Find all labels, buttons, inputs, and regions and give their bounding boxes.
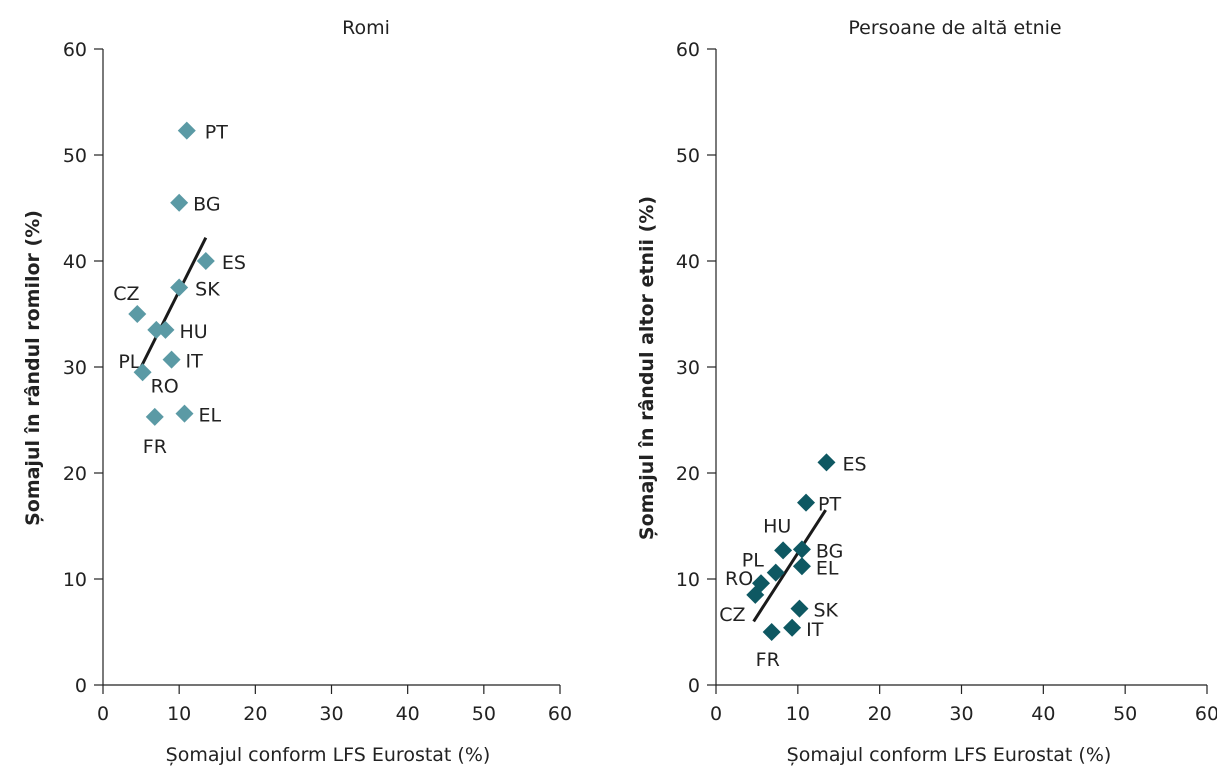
x-ticks: 0 10 20 30 40 50 60 (97, 685, 572, 725)
data-point-pt (797, 493, 816, 512)
point-label-ro: RO (725, 568, 753, 590)
x-axis-label: Șomajul conform LFS Eurostat (%) (787, 744, 1112, 766)
point-label-el: EL (816, 557, 839, 579)
y-ticks: 0 10 20 30 40 50 60 (676, 39, 716, 697)
trendline-segment (139, 237, 208, 368)
axes (715, 49, 1207, 686)
data-point-hu (774, 541, 793, 560)
data-point-cz (746, 585, 765, 604)
x-tick-label: 10 (167, 703, 191, 725)
data-point-fr (762, 623, 781, 641)
y-tick-label: 20 (676, 463, 700, 485)
y-tick-label: 10 (676, 569, 700, 591)
data-point-sk (170, 278, 189, 297)
trendline-segment (752, 509, 827, 623)
data-point-pl (147, 320, 166, 339)
y-ticks: 0 10 20 30 40 50 60 (63, 39, 103, 697)
chart-title: Romi (342, 17, 390, 39)
x-tick-label: 20 (243, 703, 267, 725)
x-tick-label: 50 (1113, 703, 1137, 725)
y-tick-label: 60 (63, 39, 87, 61)
trendline (752, 509, 827, 623)
x-tick-label: 40 (1031, 703, 1055, 725)
point-label-pl: PL (742, 550, 764, 572)
x-tick-label: 50 (472, 703, 496, 725)
chart-panel-romi: Romi Șomajul în rândul romilor (%) Șomaj… (22, 17, 572, 766)
point-label-es: ES (842, 453, 866, 475)
y-tick-label: 30 (63, 357, 87, 379)
point-label-es: ES (222, 252, 246, 274)
x-tick-label: 10 (786, 703, 810, 725)
point-label-cz: CZ (719, 604, 745, 626)
x-tick-label: 30 (949, 703, 973, 725)
point-label-pt: PT (205, 122, 228, 144)
x-tick-label: 0 (97, 703, 109, 725)
point-label-pl: PL (118, 351, 140, 373)
x-tick-label: 0 (710, 703, 722, 725)
data-point-el (175, 404, 194, 423)
x-tick-label: 60 (1195, 703, 1217, 725)
y-tick-label: 0 (688, 675, 700, 697)
y-axis-label: Șomajul în rândul altor etnii (%) (636, 196, 658, 540)
data-point-fr (145, 407, 164, 426)
data-point-it (783, 618, 802, 637)
data-point-hu (156, 320, 175, 339)
y-tick-label: 60 (676, 39, 700, 61)
x-tick-label: 30 (319, 703, 343, 725)
x-axis-label: Șomajul conform LFS Eurostat (%) (166, 744, 491, 766)
y-tick-label: 40 (63, 251, 87, 273)
point-label-ro: RO (151, 375, 179, 397)
point-label-el: EL (198, 405, 221, 427)
x-tick-label: 60 (548, 703, 572, 725)
data-point-it (162, 350, 181, 369)
chart-title: Persoane de altă etnie (848, 17, 1061, 39)
data-point-bg (170, 193, 189, 212)
chart-panel-alta-etnie: Persoane de altă etnie Șomajul în rândul… (636, 17, 1217, 766)
x-tick-label: 40 (396, 703, 420, 725)
y-tick-label: 40 (676, 251, 700, 273)
trendline (139, 237, 208, 368)
point-label-cz: CZ (113, 283, 139, 305)
point-label-it: IT (806, 619, 824, 641)
y-tick-label: 0 (75, 675, 87, 697)
y-tick-label: 30 (676, 357, 700, 379)
data-point-es (196, 252, 215, 270)
point-label-hu: HU (179, 321, 207, 343)
x-ticks: 0 10 20 30 40 50 60 (710, 685, 1217, 725)
x-tick-label: 20 (868, 703, 892, 725)
data-point-es (817, 453, 836, 472)
data-point-pt (177, 121, 196, 140)
point-label-fr: FR (143, 436, 167, 458)
y-tick-label: 10 (63, 569, 87, 591)
point-label-it: IT (186, 351, 204, 373)
point-label-bg: BG (816, 540, 843, 562)
point-label-fr: FR (756, 649, 780, 671)
point-label-sk: SK (195, 279, 220, 301)
point-label-pt: PT (818, 494, 841, 516)
y-tick-label: 20 (63, 463, 87, 485)
data-point-sk (790, 599, 809, 618)
y-tick-label: 50 (63, 145, 87, 167)
data-point-bg (792, 540, 811, 559)
data-point-cz (128, 305, 147, 323)
point-label-sk: SK (813, 600, 838, 622)
data-point-ro (133, 363, 152, 382)
point-label-hu: HU (763, 515, 791, 537)
y-axis-label: Șomajul în rândul romilor (%) (22, 210, 44, 526)
y-tick-label: 50 (676, 145, 700, 167)
data-point-el (792, 557, 811, 576)
point-label-bg: BG (193, 194, 220, 216)
data-point-pl (766, 563, 785, 582)
